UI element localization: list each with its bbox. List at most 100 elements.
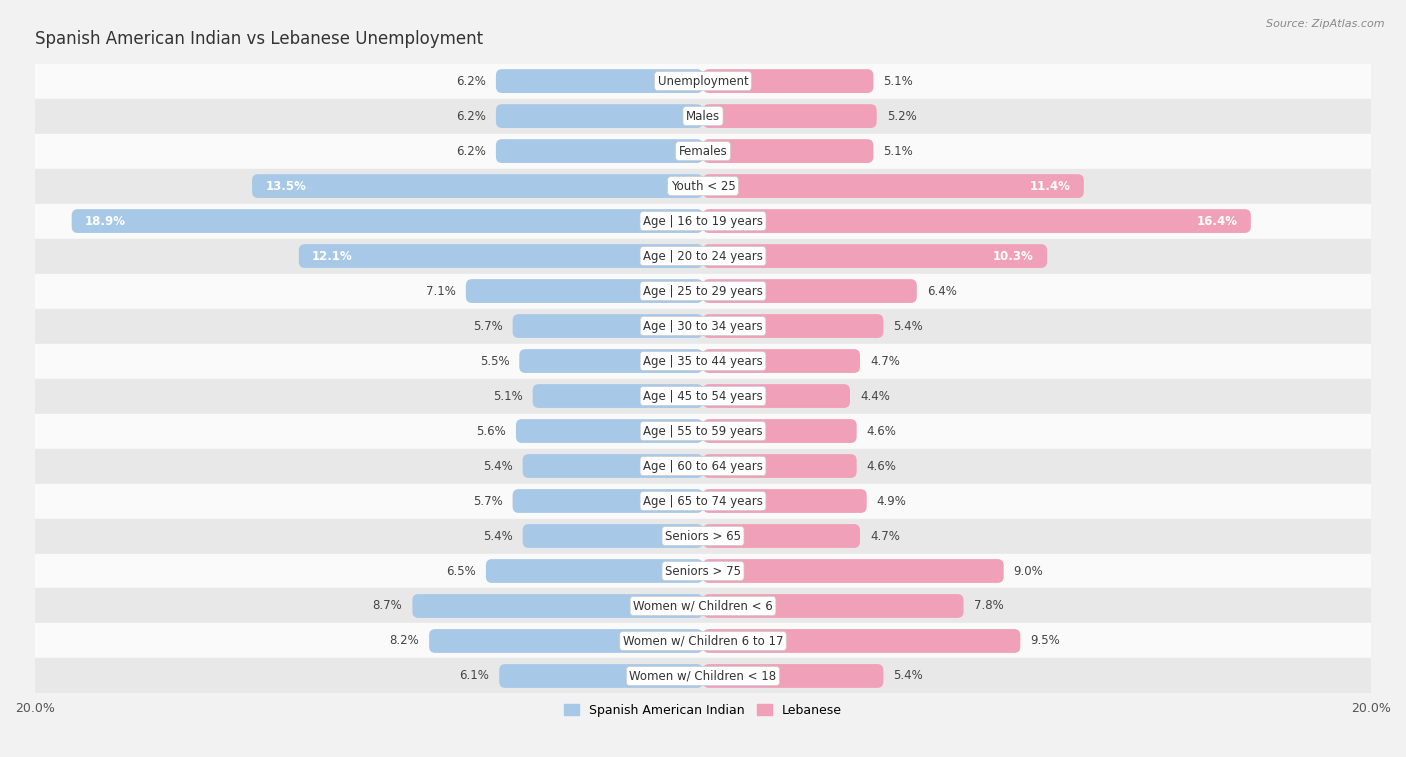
FancyBboxPatch shape bbox=[513, 489, 703, 513]
Text: Seniors > 75: Seniors > 75 bbox=[665, 565, 741, 578]
FancyBboxPatch shape bbox=[703, 69, 873, 93]
Text: Spanish American Indian vs Lebanese Unemployment: Spanish American Indian vs Lebanese Unem… bbox=[35, 30, 484, 48]
Text: Age | 55 to 59 years: Age | 55 to 59 years bbox=[643, 425, 763, 438]
Bar bbox=[35, 169, 1371, 204]
Bar bbox=[35, 64, 1371, 98]
Text: Age | 35 to 44 years: Age | 35 to 44 years bbox=[643, 354, 763, 368]
Text: Youth < 25: Youth < 25 bbox=[671, 179, 735, 192]
Text: 11.4%: 11.4% bbox=[1029, 179, 1070, 192]
Bar bbox=[35, 98, 1371, 133]
Text: 9.5%: 9.5% bbox=[1031, 634, 1060, 647]
FancyBboxPatch shape bbox=[703, 209, 1251, 233]
Text: 5.6%: 5.6% bbox=[477, 425, 506, 438]
Bar bbox=[35, 588, 1371, 624]
Text: Age | 20 to 24 years: Age | 20 to 24 years bbox=[643, 250, 763, 263]
Text: 4.9%: 4.9% bbox=[877, 494, 907, 507]
FancyBboxPatch shape bbox=[299, 245, 703, 268]
Text: 4.7%: 4.7% bbox=[870, 354, 900, 368]
Text: 16.4%: 16.4% bbox=[1197, 214, 1237, 228]
Text: 9.0%: 9.0% bbox=[1014, 565, 1043, 578]
Text: Males: Males bbox=[686, 110, 720, 123]
Text: Unemployment: Unemployment bbox=[658, 75, 748, 88]
FancyBboxPatch shape bbox=[429, 629, 703, 653]
Text: 5.1%: 5.1% bbox=[494, 390, 523, 403]
FancyBboxPatch shape bbox=[533, 384, 703, 408]
FancyBboxPatch shape bbox=[703, 245, 1047, 268]
Text: 5.7%: 5.7% bbox=[472, 319, 502, 332]
FancyBboxPatch shape bbox=[523, 524, 703, 548]
Text: Source: ZipAtlas.com: Source: ZipAtlas.com bbox=[1267, 19, 1385, 29]
Text: 5.4%: 5.4% bbox=[893, 319, 924, 332]
Text: 5.1%: 5.1% bbox=[883, 75, 912, 88]
FancyBboxPatch shape bbox=[703, 594, 963, 618]
Bar bbox=[35, 378, 1371, 413]
Text: 4.4%: 4.4% bbox=[860, 390, 890, 403]
Text: 6.4%: 6.4% bbox=[927, 285, 956, 298]
Text: Age | 60 to 64 years: Age | 60 to 64 years bbox=[643, 459, 763, 472]
Text: Age | 16 to 19 years: Age | 16 to 19 years bbox=[643, 214, 763, 228]
FancyBboxPatch shape bbox=[513, 314, 703, 338]
Text: Women w/ Children < 18: Women w/ Children < 18 bbox=[630, 669, 776, 683]
Text: 5.2%: 5.2% bbox=[887, 110, 917, 123]
FancyBboxPatch shape bbox=[412, 594, 703, 618]
Bar bbox=[35, 133, 1371, 169]
FancyBboxPatch shape bbox=[703, 174, 1084, 198]
Text: 8.2%: 8.2% bbox=[389, 634, 419, 647]
FancyBboxPatch shape bbox=[252, 174, 703, 198]
Text: 12.1%: 12.1% bbox=[312, 250, 353, 263]
Text: 5.4%: 5.4% bbox=[482, 529, 513, 543]
Text: 4.7%: 4.7% bbox=[870, 529, 900, 543]
FancyBboxPatch shape bbox=[496, 104, 703, 128]
Text: Age | 45 to 54 years: Age | 45 to 54 years bbox=[643, 390, 763, 403]
FancyBboxPatch shape bbox=[703, 629, 1021, 653]
FancyBboxPatch shape bbox=[465, 279, 703, 303]
Text: 4.6%: 4.6% bbox=[866, 425, 897, 438]
Text: Women w/ Children < 6: Women w/ Children < 6 bbox=[633, 600, 773, 612]
FancyBboxPatch shape bbox=[486, 559, 703, 583]
FancyBboxPatch shape bbox=[496, 139, 703, 163]
Text: 6.2%: 6.2% bbox=[456, 75, 486, 88]
FancyBboxPatch shape bbox=[703, 419, 856, 443]
Text: 10.3%: 10.3% bbox=[993, 250, 1033, 263]
FancyBboxPatch shape bbox=[703, 559, 1004, 583]
FancyBboxPatch shape bbox=[72, 209, 703, 233]
Bar bbox=[35, 519, 1371, 553]
Text: 7.1%: 7.1% bbox=[426, 285, 456, 298]
Bar bbox=[35, 448, 1371, 484]
FancyBboxPatch shape bbox=[516, 419, 703, 443]
FancyBboxPatch shape bbox=[496, 69, 703, 93]
FancyBboxPatch shape bbox=[703, 384, 851, 408]
Bar bbox=[35, 659, 1371, 693]
Text: Age | 30 to 34 years: Age | 30 to 34 years bbox=[643, 319, 763, 332]
Text: Seniors > 65: Seniors > 65 bbox=[665, 529, 741, 543]
FancyBboxPatch shape bbox=[703, 524, 860, 548]
Text: 5.4%: 5.4% bbox=[482, 459, 513, 472]
FancyBboxPatch shape bbox=[523, 454, 703, 478]
Text: Age | 65 to 74 years: Age | 65 to 74 years bbox=[643, 494, 763, 507]
Text: Women w/ Children 6 to 17: Women w/ Children 6 to 17 bbox=[623, 634, 783, 647]
Bar bbox=[35, 273, 1371, 309]
FancyBboxPatch shape bbox=[703, 104, 877, 128]
FancyBboxPatch shape bbox=[703, 489, 866, 513]
FancyBboxPatch shape bbox=[703, 139, 873, 163]
Text: 8.7%: 8.7% bbox=[373, 600, 402, 612]
FancyBboxPatch shape bbox=[703, 664, 883, 688]
Text: 5.4%: 5.4% bbox=[893, 669, 924, 683]
Text: 13.5%: 13.5% bbox=[266, 179, 307, 192]
Bar bbox=[35, 484, 1371, 519]
FancyBboxPatch shape bbox=[703, 314, 883, 338]
Text: 6.5%: 6.5% bbox=[446, 565, 475, 578]
Text: 5.5%: 5.5% bbox=[479, 354, 509, 368]
Text: Females: Females bbox=[679, 145, 727, 157]
Bar bbox=[35, 344, 1371, 378]
Legend: Spanish American Indian, Lebanese: Spanish American Indian, Lebanese bbox=[560, 699, 846, 722]
FancyBboxPatch shape bbox=[703, 279, 917, 303]
Text: 18.9%: 18.9% bbox=[84, 214, 127, 228]
Text: 4.6%: 4.6% bbox=[866, 459, 897, 472]
FancyBboxPatch shape bbox=[703, 349, 860, 373]
Text: 5.7%: 5.7% bbox=[472, 494, 502, 507]
Text: 6.1%: 6.1% bbox=[460, 669, 489, 683]
Bar bbox=[35, 553, 1371, 588]
Bar bbox=[35, 238, 1371, 273]
FancyBboxPatch shape bbox=[703, 454, 856, 478]
